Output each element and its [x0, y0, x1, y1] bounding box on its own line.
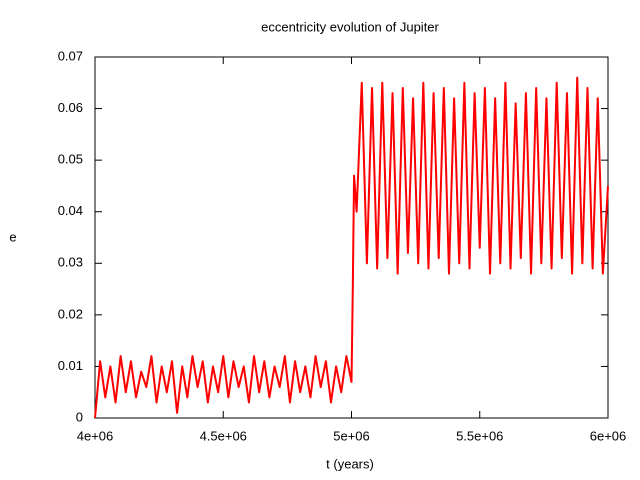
y-tick-label: 0.02: [58, 306, 83, 321]
x-tick-label: 5.5e+06: [456, 428, 503, 443]
y-tick-label: 0.04: [58, 203, 83, 218]
y-axis-label: e: [9, 229, 16, 244]
y-tick-label: 0.01: [58, 358, 83, 373]
y-tick-label: 0.05: [58, 152, 83, 167]
chart-title: eccentricity evolution of Jupiter: [261, 19, 439, 34]
x-tick-label: 6e+06: [590, 428, 627, 443]
x-tick-label: 4e+06: [77, 428, 114, 443]
y-tick-label: 0.06: [58, 100, 83, 115]
y-tick-label: 0.07: [58, 48, 83, 63]
x-tick-label: 4.5e+06: [200, 428, 247, 443]
data-line: [94, 76, 609, 419]
x-axis-label: t (years): [326, 456, 374, 471]
y-tick-label: 0: [76, 409, 83, 424]
y-tick-label: 0.03: [58, 255, 83, 270]
x-tick-label: 5e+06: [333, 428, 370, 443]
